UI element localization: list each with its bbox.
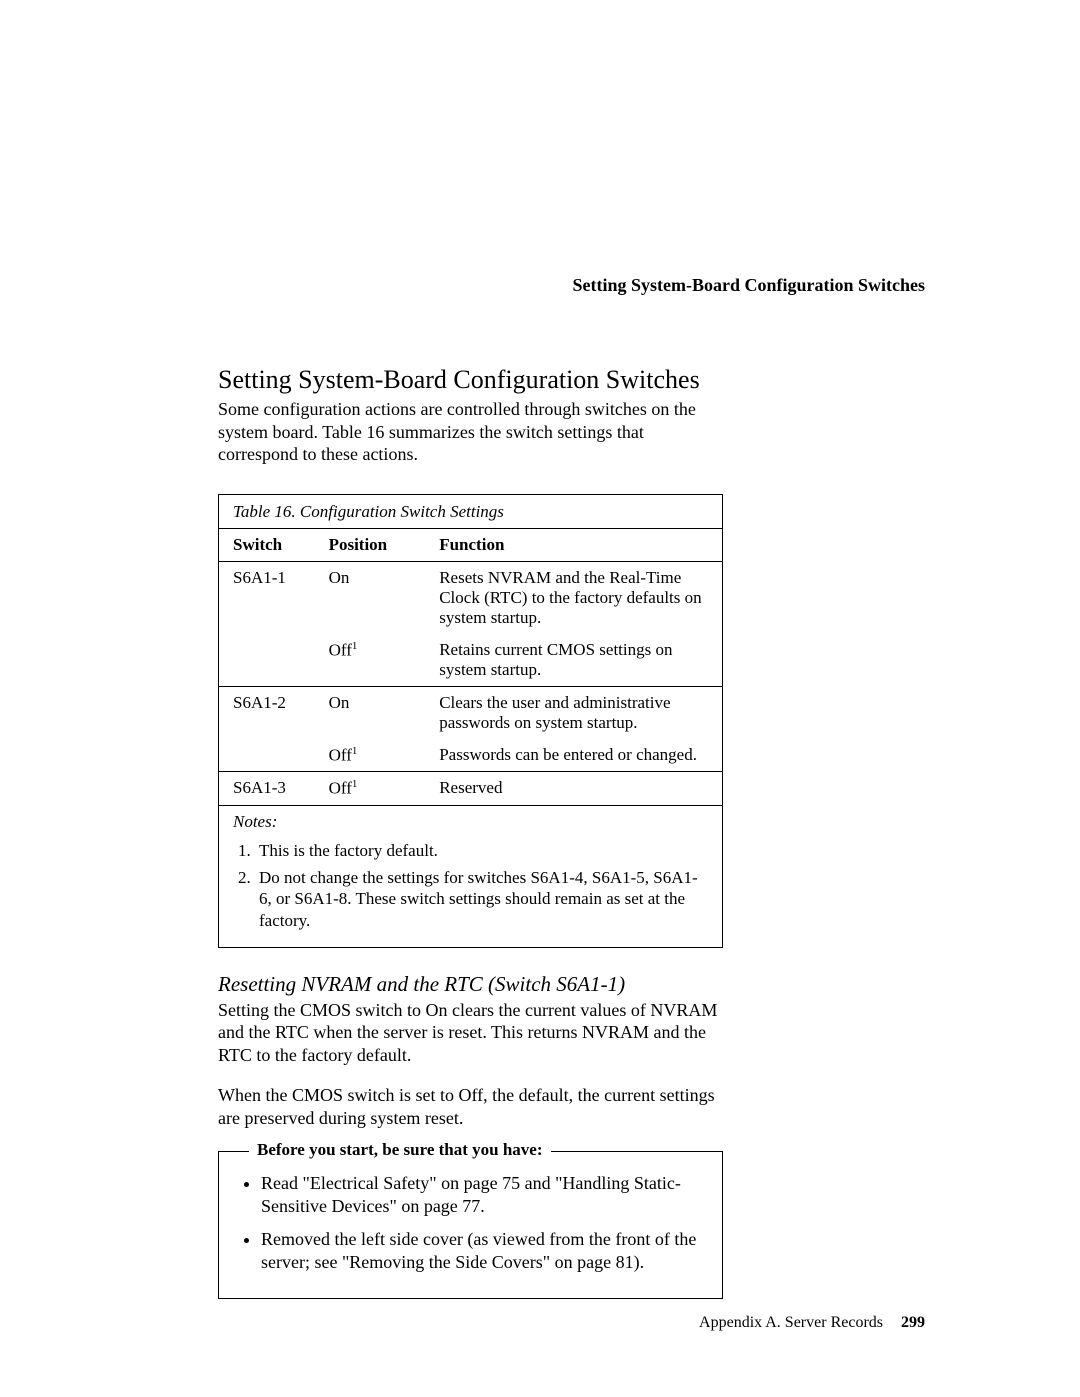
th-function: Function <box>425 529 722 562</box>
cell-switch <box>219 739 315 772</box>
footnote-ref: 1 <box>352 778 358 790</box>
cell-function: Retains current CMOS settings on system … <box>425 634 722 687</box>
cell-switch <box>219 634 315 687</box>
cell-position: On <box>315 561 426 634</box>
cell-position: Off1 <box>315 739 426 772</box>
cell-position: On <box>315 686 426 739</box>
cell-function: Reserved <box>425 772 722 805</box>
table-row: S6A1-1OnResets NVRAM and the Real-Time C… <box>219 561 722 634</box>
footnote-ref: 1 <box>352 640 358 652</box>
table-header-row: Switch Position Function <box>219 529 722 562</box>
cell-switch: S6A1-3 <box>219 772 315 805</box>
before-list: Read "Electrical Safety" on page 75 and … <box>239 1172 702 1274</box>
main-content: Setting System-Board Configuration Switc… <box>218 365 723 1299</box>
table-caption: Table 16. Configuration Switch Settings <box>219 495 722 529</box>
footer-text: Appendix A. Server Records <box>699 1314 883 1331</box>
cell-function: Clears the user and administrative passw… <box>425 686 722 739</box>
cell-function: Resets NVRAM and the Real-Time Clock (RT… <box>425 561 722 634</box>
notes-title: Notes: <box>233 812 708 832</box>
footnote-ref: 1 <box>352 745 358 757</box>
table-row: S6A1-3Off1Reserved <box>219 772 722 805</box>
running-header: Setting System-Board Configuration Switc… <box>572 275 925 296</box>
page: Setting System-Board Configuration Switc… <box>0 0 1080 1397</box>
table: Switch Position Function S6A1-1OnResets … <box>219 529 722 805</box>
cell-position: Off1 <box>315 772 426 805</box>
subsection-p2: When the CMOS switch is set to Off, the … <box>218 1084 723 1129</box>
note-item: Do not change the settings for switches … <box>255 867 708 931</box>
table-row: Off1Retains current CMOS settings on sys… <box>219 634 722 687</box>
subsection-heading: Resetting NVRAM and the RTC (Switch S6A1… <box>218 972 723 997</box>
table-notes: Notes: This is the factory default. Do no… <box>219 805 722 947</box>
notes-list: This is the factory default. Do not chang… <box>233 840 708 931</box>
subsection-p1: Setting the CMOS switch to On clears the… <box>218 999 723 1067</box>
page-title: Setting System-Board Configuration Switc… <box>218 365 723 395</box>
intro-paragraph: Some configuration actions are controlle… <box>218 398 723 466</box>
cell-position: Off1 <box>315 634 426 687</box>
before-you-start-box: Before you start, be sure that you have:… <box>218 1151 723 1299</box>
cell-switch: S6A1-1 <box>219 561 315 634</box>
table-row: Off1Passwords can be entered or changed. <box>219 739 722 772</box>
before-item: Removed the left side cover (as viewed f… <box>261 1228 702 1274</box>
page-footer: Appendix A. Server Records 299 <box>699 1314 925 1332</box>
page-number: 299 <box>901 1314 925 1331</box>
config-switch-table: Table 16. Configuration Switch Settings … <box>218 494 723 948</box>
before-legend: Before you start, be sure that you have: <box>249 1140 551 1160</box>
cell-function: Passwords can be entered or changed. <box>425 739 722 772</box>
th-switch: Switch <box>219 529 315 562</box>
before-item: Read "Electrical Safety" on page 75 and … <box>261 1172 702 1218</box>
cell-switch: S6A1-2 <box>219 686 315 739</box>
note-item: This is the factory default. <box>255 840 708 861</box>
th-position: Position <box>315 529 426 562</box>
table-row: S6A1-2OnClears the user and administrati… <box>219 686 722 739</box>
